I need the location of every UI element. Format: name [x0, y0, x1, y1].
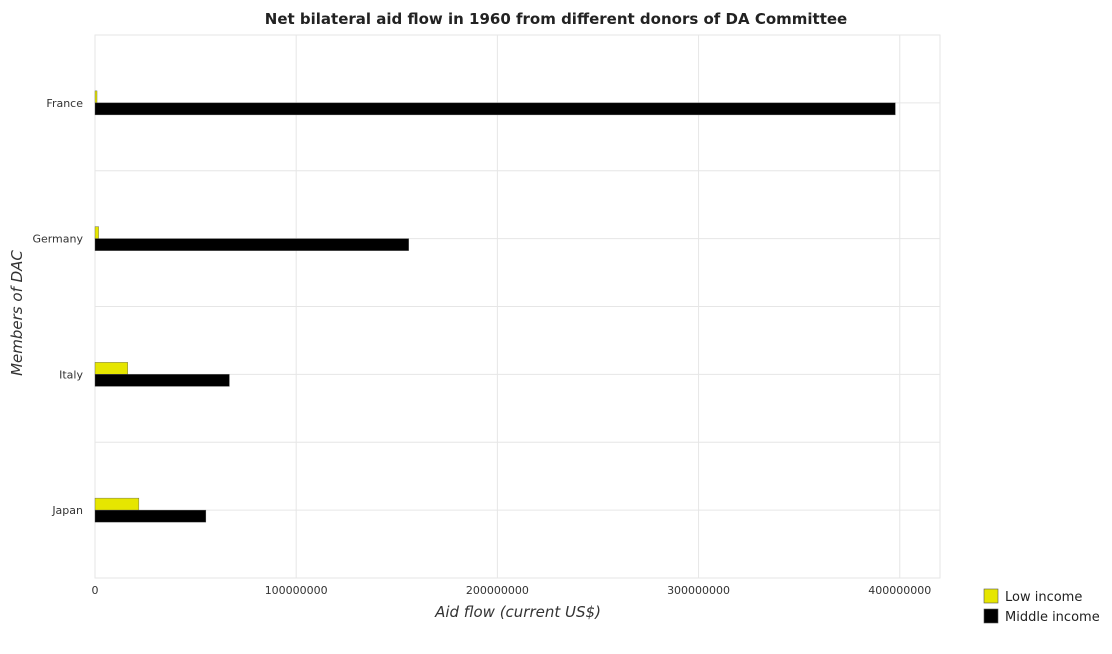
legend-swatch [983, 588, 999, 604]
grid [94, 34, 941, 579]
bar-germany-middle-income [94, 238, 409, 251]
x-tick-label: 300000000 [667, 584, 730, 597]
bar-france-middle-income [94, 102, 896, 116]
bar-italy-low-income [94, 362, 128, 375]
legend: Low income Middle income [983, 588, 1100, 625]
axes: 0 100000000 200000000 300000000 400000000 Fra… [32, 97, 931, 597]
x-axis-label: Aid flow (current US$) [434, 603, 601, 621]
y-tick-label: France [46, 97, 83, 110]
y-tick-label: Japan [51, 504, 83, 517]
legend-label: Middle income [1005, 610, 1100, 625]
legend-label: Low income [1005, 590, 1082, 605]
x-tick-label: 100000000 [265, 584, 328, 597]
y-axis-label: Members of DAC [8, 250, 26, 376]
chart-title: Net bilateral aid flow in 1960 from diff… [265, 10, 847, 28]
bar-japan-middle-income [94, 509, 207, 523]
bar-japan-low-income [94, 497, 140, 511]
bars [94, 90, 896, 523]
x-tick-label: 400000000 [868, 584, 931, 597]
bar-france-low-income [94, 90, 98, 104]
y-tick-label: Italy [59, 368, 83, 381]
x-tick-label: 0 [92, 584, 99, 597]
y-tick-label: Germany [32, 233, 83, 246]
legend-swatch [983, 608, 999, 624]
x-tick-label: 200000000 [466, 584, 529, 597]
bar-germany-low-income [94, 226, 99, 239]
bar-italy-middle-income [94, 374, 230, 387]
